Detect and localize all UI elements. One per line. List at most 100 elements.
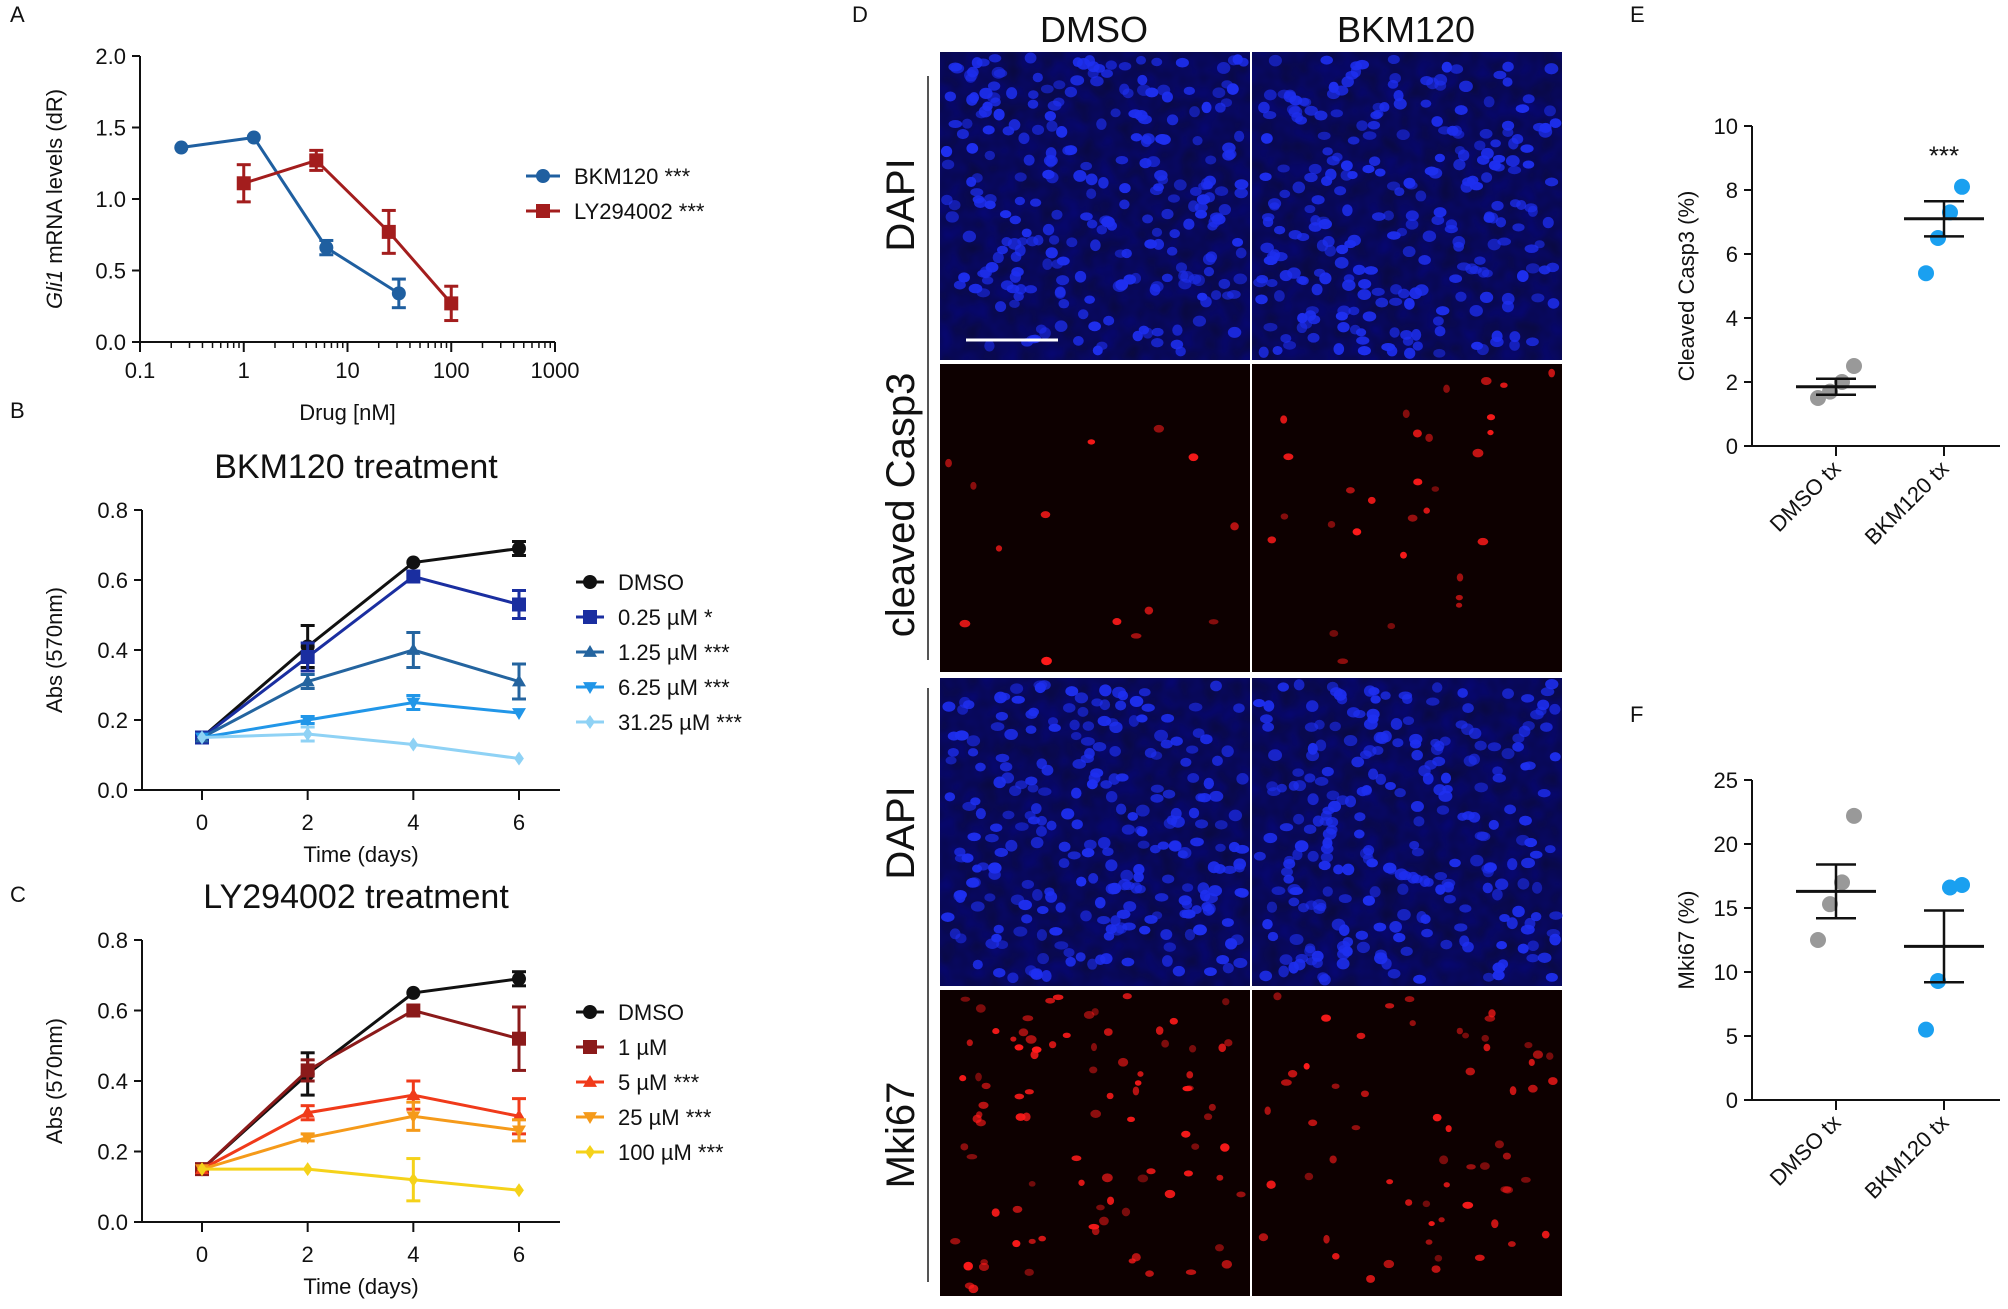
micro-nucleus [961, 118, 973, 129]
micro-nucleus [974, 197, 987, 208]
micro-nucleus [1352, 264, 1366, 275]
micro-nucleus [1373, 922, 1387, 932]
c-point [512, 1031, 526, 1046]
micro-signal [1321, 1014, 1331, 1022]
micro-nucleus [1205, 155, 1217, 165]
micro-signal [1127, 1116, 1135, 1123]
f-ytick-label: 5 [1726, 1024, 1738, 1049]
micro-nucleus [1054, 320, 1068, 332]
micro-signal [1303, 1062, 1310, 1070]
micro-nucleus [1210, 290, 1222, 300]
micro-tile [1252, 990, 1562, 1296]
micro-signal [1507, 1241, 1516, 1247]
micro-nucleus [1364, 266, 1378, 275]
micro-nucleus [1188, 200, 1199, 212]
b-legend-label: DMSO [618, 570, 684, 595]
micro-nucleus [1342, 863, 1355, 876]
micro-nucleus [1426, 697, 1440, 706]
micro-nucleus [1025, 776, 1038, 786]
micro-nucleus [1393, 98, 1407, 110]
micro-signal [1088, 1223, 1100, 1230]
micro-signal [1366, 1274, 1376, 1283]
micro-signal [1283, 453, 1294, 461]
micro-signal [1130, 633, 1142, 639]
micro-signal [1472, 448, 1484, 458]
micro-nucleus [1085, 173, 1098, 186]
c-legend-marker [583, 1112, 597, 1124]
micro-nucleus [1362, 311, 1377, 322]
micro-nucleus [1340, 160, 1353, 171]
a-legend-marker [536, 204, 550, 218]
micro-nucleus [1288, 106, 1303, 118]
micro-nucleus [1289, 933, 1304, 946]
micro-signal [1186, 1071, 1194, 1079]
micro-signal [1443, 1182, 1450, 1188]
micro-nucleus [1190, 837, 1204, 847]
c-series-line [201, 1093, 520, 1171]
c-ytick-label: 0.2 [97, 1140, 128, 1165]
f-dot [1942, 879, 1958, 896]
micro-nucleus [1307, 332, 1320, 343]
micro-nucleus [1538, 125, 1553, 138]
micro-nucleus [1294, 840, 1309, 853]
micro-nucleus [1492, 163, 1505, 172]
micro-signal [1040, 511, 1051, 519]
b-series-line [201, 648, 520, 739]
micro-nucleus [1519, 815, 1532, 826]
micro-nucleus [1235, 247, 1247, 259]
micro-nucleus [1404, 347, 1416, 359]
micro-nucleus [1431, 116, 1443, 127]
micro-nucleus [1340, 169, 1353, 181]
micro-signal [1387, 622, 1396, 630]
b-point [300, 650, 315, 664]
micro-nucleus [1531, 293, 1545, 303]
micro-nucleus [1317, 131, 1331, 140]
micro-signal [1090, 1043, 1098, 1052]
micro-nucleus [1233, 273, 1248, 285]
micro-signal [1432, 1113, 1442, 1122]
micro-nucleus [1304, 943, 1316, 954]
micro-nucleus [1537, 788, 1551, 798]
micro-nucleus [1283, 874, 1294, 884]
f-dot [1834, 874, 1850, 891]
micro-signal [1524, 1042, 1533, 1049]
micro-nucleus [1401, 693, 1413, 705]
chart-e-casp3: 0 2 4 6 8 10 Cleaved Casp3 (%) DMSO tx BKM120 tx… [1674, 114, 2000, 550]
micro-nucleus [1493, 70, 1507, 80]
micro-nucleus [1501, 748, 1515, 760]
micro-nucleus [1549, 703, 1561, 715]
micro-nucleus [1457, 688, 1468, 698]
micro-nucleus [1017, 237, 1028, 246]
micro-signal [1438, 1217, 1445, 1223]
micro-nucleus [1527, 940, 1539, 951]
micro-signal [1112, 618, 1122, 626]
micro-nucleus [1487, 742, 1502, 752]
micro-nucleus [1453, 159, 1466, 171]
micro-nucleus [1172, 324, 1183, 336]
micro-nucleus [1308, 222, 1322, 232]
micro-nucleus [1259, 970, 1273, 982]
micro-nucleus [1084, 55, 1096, 67]
micro-signal [1480, 376, 1492, 386]
a-ytick-label: 2.0 [95, 44, 126, 69]
micro-nucleus [1210, 212, 1224, 222]
micro-signal [1494, 1140, 1504, 1149]
micro-nucleus [1228, 841, 1240, 853]
micro-nucleus [1107, 882, 1122, 895]
micro-signal [995, 545, 1003, 552]
micro-nucleus [1088, 321, 1102, 332]
micro-signal [1528, 1084, 1538, 1093]
e-ytick-label: 10 [1714, 114, 1738, 139]
micro-nucleus [1056, 275, 1070, 286]
micro-nucleus [1115, 803, 1127, 815]
micro-nucleus [1277, 89, 1291, 99]
micro-nucleus [1002, 810, 1015, 820]
micro-nucleus [1356, 336, 1370, 345]
micro-nucleus [1227, 326, 1242, 338]
micro-nucleus [1011, 267, 1024, 277]
micro-nucleus [1053, 80, 1066, 90]
micro-nucleus [1207, 861, 1221, 874]
micro-nucleus [1137, 74, 1148, 86]
micro-nucleus [1218, 278, 1231, 289]
micro-nucleus [1455, 291, 1467, 302]
